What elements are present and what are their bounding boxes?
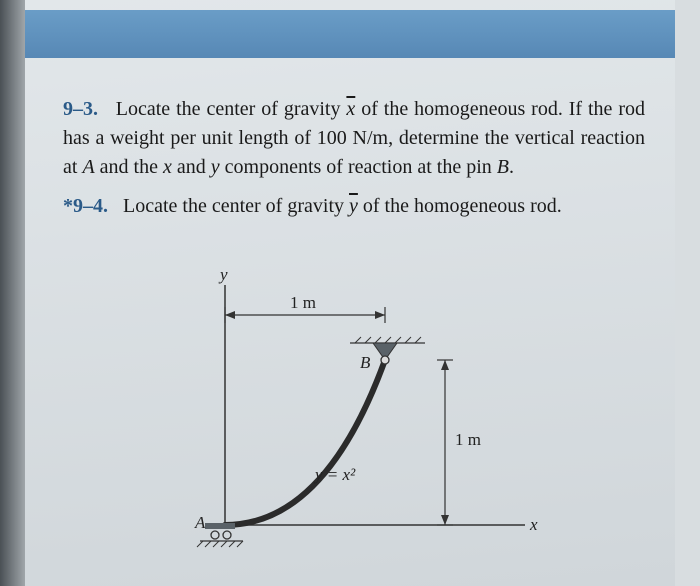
- p1-text-e: components of reaction at the pin: [220, 156, 497, 178]
- problem-number-9-4: *9–4.: [63, 195, 108, 217]
- page-binding-shadow: [0, 0, 25, 586]
- dim-top-arrow-l: [225, 311, 235, 319]
- y-axis-label: y: [220, 265, 228, 285]
- p1-text-a: Locate the center of gravity: [116, 98, 347, 120]
- rod-curve: [225, 360, 385, 525]
- figure-9-3: y x 1 m 1 m y = x² A B: [165, 265, 565, 565]
- problem-number-9-3: 9–3.: [63, 98, 98, 120]
- dim-right-label: 1 m: [455, 430, 481, 450]
- p1-xbar: x: [346, 98, 355, 120]
- p1-text-d: and: [172, 156, 211, 178]
- problem-9-3: 9–3. Locate the center of gravity x of t…: [63, 95, 645, 182]
- x-axis-label: x: [530, 515, 538, 535]
- equation-label: y = x²: [315, 465, 355, 485]
- p1-B: B: [497, 156, 509, 178]
- p2-text-b: of the homogeneous rod.: [358, 195, 562, 217]
- figure-svg: [165, 265, 565, 565]
- textbook-page: 9–3. Locate the center of gravity x of t…: [25, 0, 675, 586]
- support-A-roller1: [211, 531, 219, 539]
- p1-text-f: .: [509, 156, 514, 178]
- point-A-label: A: [195, 513, 205, 533]
- dim-right-arrow-t: [441, 360, 449, 370]
- pin-B: [381, 356, 389, 364]
- p1-A: A: [82, 156, 94, 178]
- dim-top-arrow-r: [375, 311, 385, 319]
- problem-9-4: *9–4. Locate the center of gravity y of …: [63, 192, 645, 221]
- support-B-hatch: [355, 337, 421, 343]
- support-A-roller2: [223, 531, 231, 539]
- p1-x: x: [163, 156, 172, 178]
- problem-content: 9–3. Locate the center of gravity x of t…: [63, 95, 645, 221]
- p2-text-a: Locate the center of gravity: [123, 195, 349, 217]
- support-A-plate: [205, 523, 235, 529]
- dim-right-arrow-b: [441, 515, 449, 525]
- p2-ybar: y: [349, 195, 358, 217]
- support-A-hatch: [197, 541, 243, 547]
- dim-top-label: 1 m: [290, 293, 316, 313]
- p1-y: y: [211, 156, 220, 178]
- chapter-header-bar: [25, 10, 675, 58]
- p1-text-c: and the: [95, 156, 163, 178]
- point-B-label: B: [360, 353, 370, 373]
